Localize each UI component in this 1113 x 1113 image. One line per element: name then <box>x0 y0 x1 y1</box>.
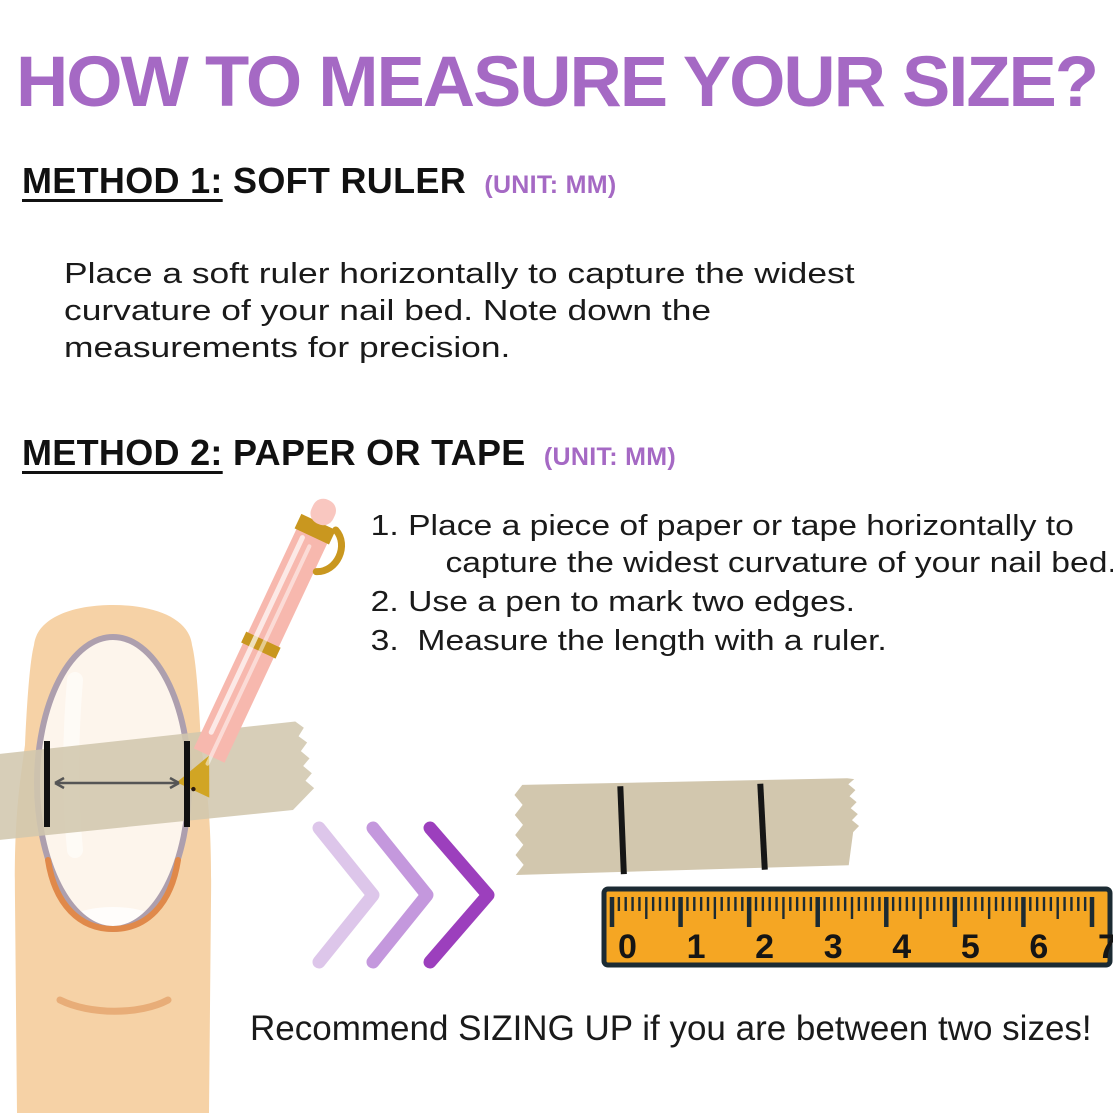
svg-text:1: 1 <box>687 928 706 966</box>
svg-text:5: 5 <box>961 928 980 966</box>
svg-text:3: 3 <box>824 928 843 966</box>
svg-text:7: 7 <box>1098 928 1113 966</box>
svg-text:6: 6 <box>1029 928 1048 966</box>
svg-text:2: 2 <box>755 928 774 966</box>
svg-text:4: 4 <box>892 928 911 966</box>
svg-text:0: 0 <box>618 928 637 966</box>
